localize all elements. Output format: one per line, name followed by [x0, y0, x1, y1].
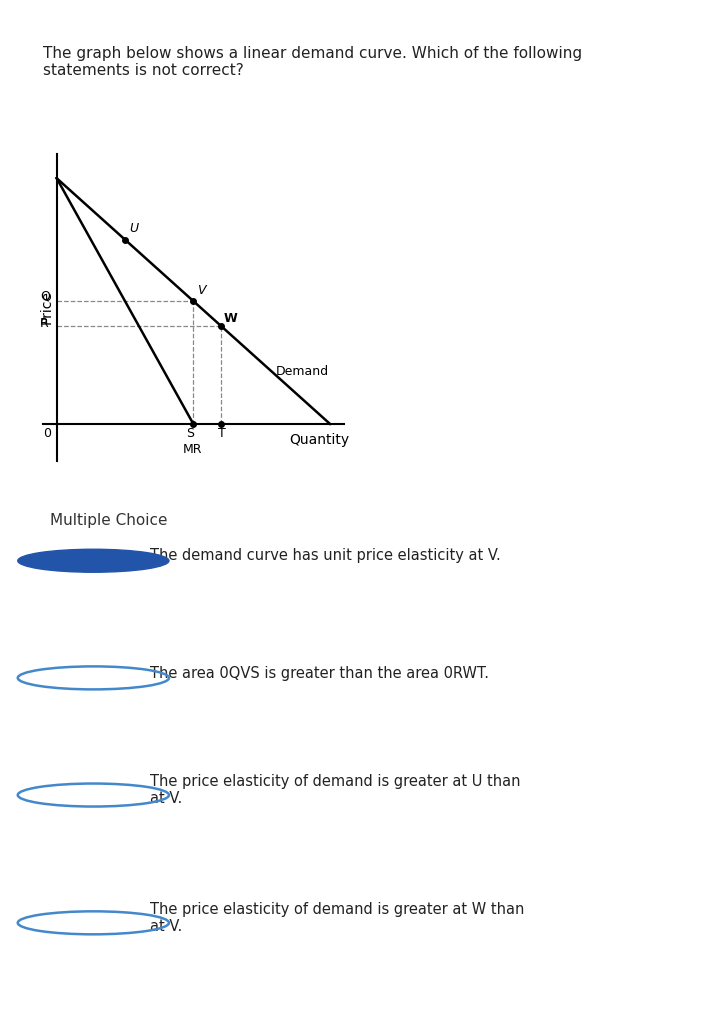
Text: The demand curve has unit price elasticity at V.: The demand curve has unit price elastici… [150, 549, 500, 563]
Text: 0: 0 [43, 427, 51, 440]
Text: Q: Q [40, 290, 50, 303]
Text: The graph below shows a linear demand curve. Which of the following
statements i: The graph below shows a linear demand cu… [43, 46, 582, 79]
Text: MR: MR [183, 443, 202, 457]
Text: Demand: Demand [276, 365, 329, 378]
Text: The price elasticity of demand is greater at W than
at V.: The price elasticity of demand is greate… [150, 902, 524, 934]
Text: Quantity: Quantity [289, 432, 349, 446]
Text: W: W [223, 312, 237, 325]
Y-axis label: Price: Price [40, 290, 54, 325]
Text: The price elasticity of demand is greater at U than
at V.: The price elasticity of demand is greate… [150, 774, 521, 807]
Text: S: S [186, 427, 195, 440]
Text: R: R [40, 316, 49, 330]
Text: U: U [129, 222, 138, 236]
Text: V: V [198, 284, 206, 297]
Text: The area 0QVS is greater than the area 0RWT.: The area 0QVS is greater than the area 0… [150, 666, 489, 681]
Circle shape [18, 549, 169, 572]
Text: T: T [218, 427, 226, 440]
Text: Multiple Choice: Multiple Choice [50, 513, 168, 527]
